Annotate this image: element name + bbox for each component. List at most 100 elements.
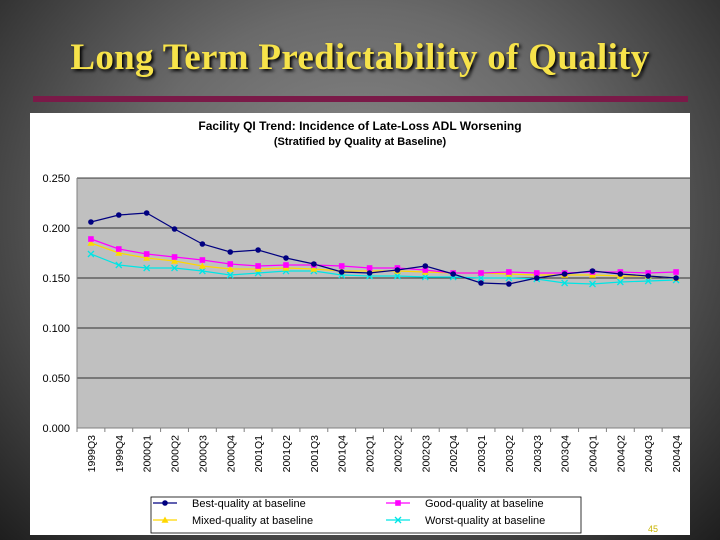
data-point (115, 212, 122, 218)
data-point-stroke (561, 279, 569, 287)
y-tick-label: 0.150 (42, 273, 70, 285)
x-tick-label: 2001Q2 (281, 435, 293, 473)
y-tick-label: 0.100 (42, 323, 70, 335)
series-line (90, 212, 677, 285)
data-point (171, 257, 179, 264)
data-point (589, 268, 596, 274)
data-point (533, 275, 540, 281)
x-tick-label: 2000Q4 (225, 435, 237, 473)
legend-item: Mixed-quality at baseline (153, 515, 313, 527)
data-point-stroke (115, 261, 123, 269)
data-point (171, 264, 178, 272)
x-tick-label: 2002Q3 (420, 435, 432, 473)
x-tick-label: 2000Q3 (197, 435, 209, 473)
x-tick-label: 2003Q2 (504, 435, 516, 473)
data-point (617, 271, 624, 277)
data-point (394, 267, 401, 273)
x-tick-label: 2004Q3 (643, 435, 655, 473)
legend-box (150, 496, 582, 534)
data-point-stroke (393, 272, 401, 280)
data-point (171, 254, 178, 260)
series-line (90, 253, 677, 285)
data-point (366, 270, 373, 276)
x-tick-label: 2001Q1 (253, 435, 265, 473)
legend-label: Worst-quality at baseline (425, 515, 545, 527)
legend-item: Worst-quality at baseline (386, 515, 545, 527)
data-point-stroke (394, 516, 402, 524)
data-point (478, 270, 484, 276)
x-tick-label: 2004Q2 (615, 435, 627, 473)
data-point (115, 249, 123, 256)
data-point (87, 239, 95, 246)
data-point (161, 516, 169, 523)
data-point-stroke (589, 280, 596, 288)
data-point (533, 270, 540, 276)
data-point-stroke (477, 274, 485, 282)
chart-legend: Best-quality at baseline Good-quality at … (150, 496, 582, 534)
x-tick-label: 2003Q3 (532, 435, 544, 473)
data-point (645, 270, 652, 276)
chart-subtitle: (Stratified by Quality at Baseline) (274, 136, 447, 148)
x-tick-label: 2002Q1 (365, 435, 377, 473)
y-tick-label: 0.250 (42, 173, 70, 185)
data-point (616, 278, 624, 286)
x-tick-label: 2004Q4 (671, 435, 683, 473)
data-point (88, 219, 94, 225)
data-point (198, 267, 206, 275)
data-point (366, 265, 373, 271)
chart-container: Facility QI Trend: Incidence of Late-Los… (30, 113, 690, 535)
y-tick-label: 0.050 (42, 373, 70, 385)
data-point (143, 251, 150, 257)
data-point (226, 271, 234, 279)
data-point (143, 264, 151, 272)
data-point (393, 272, 401, 280)
data-point (477, 274, 485, 282)
x-tick-label: 2003Q4 (560, 435, 572, 473)
data-point (673, 275, 679, 281)
data-point-stroke (421, 273, 429, 281)
series-0 (88, 210, 679, 287)
title-underline (33, 96, 688, 102)
data-point (421, 273, 429, 281)
x-tick-label: 2000Q1 (142, 435, 154, 473)
page-number: 45 (648, 524, 659, 534)
data-point (227, 249, 234, 255)
data-point (561, 279, 569, 287)
y-tick-label: 0.000 (42, 423, 70, 435)
x-tick-label: 2000Q2 (170, 435, 182, 473)
data-point-stroke (143, 264, 151, 272)
data-point-stroke (87, 250, 95, 258)
data-point (338, 263, 345, 269)
data-point (645, 273, 652, 279)
data-point (115, 261, 123, 269)
data-point (506, 269, 512, 275)
data-point-stroke (198, 267, 206, 275)
data-point (478, 280, 484, 286)
legend-label: Mixed-quality at baseline (192, 515, 313, 527)
x-tick-label: 1999Q3 (86, 435, 98, 473)
data-point (450, 271, 456, 277)
x-tick-label: 2002Q4 (448, 435, 460, 473)
data-point (255, 247, 261, 253)
line-chart: Facility QI Trend: Incidence of Late-Los… (42, 119, 690, 534)
data-point-stroke (616, 278, 624, 286)
x-tick-label: 1999Q4 (114, 435, 126, 473)
legend-label: Best-quality at baseline (192, 498, 306, 510)
data-point (143, 210, 150, 216)
data-point (310, 265, 318, 272)
data-point-stroke (171, 264, 178, 272)
data-point (255, 263, 261, 269)
data-point (422, 263, 429, 269)
data-point (87, 250, 95, 258)
data-point (338, 269, 345, 275)
data-point (143, 254, 151, 261)
data-point (311, 261, 317, 267)
data-point (88, 236, 94, 242)
data-point (589, 280, 596, 288)
data-point (199, 257, 206, 263)
data-point (283, 262, 289, 268)
data-point (644, 277, 652, 285)
data-point-stroke (644, 277, 652, 285)
data-point (506, 281, 512, 287)
data-point (673, 269, 679, 275)
